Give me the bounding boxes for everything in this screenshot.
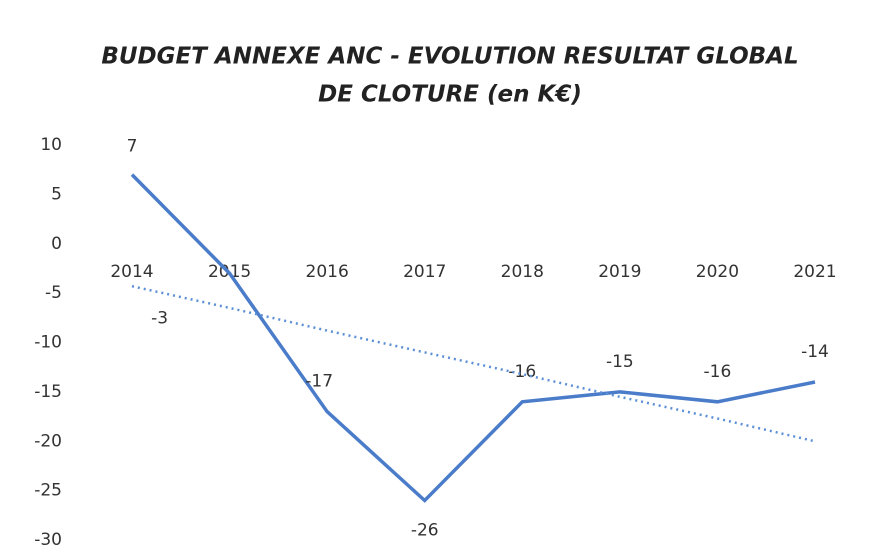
x-tick-label: 2017 <box>403 262 446 282</box>
y-tick-label: 10 <box>40 135 62 155</box>
y-tick-label: 0 <box>51 234 62 254</box>
data-label: -14 <box>801 342 829 362</box>
data-label: -16 <box>508 362 536 382</box>
x-tick-label: 2016 <box>306 262 349 282</box>
data-label: -15 <box>606 352 634 372</box>
y-tick-label: -25 <box>34 481 62 501</box>
y-tick-label: -5 <box>45 283 62 303</box>
data-label: -17 <box>305 372 333 392</box>
chart-title: BUDGET ANNEXE ANC - EVOLUTION RESULTAT G… <box>101 44 798 70</box>
x-tick-label: 2021 <box>793 262 836 282</box>
trend-line <box>131 284 816 443</box>
data-label: -26 <box>411 521 439 541</box>
y-tick-label: -20 <box>34 431 62 451</box>
y-tick-label: 5 <box>51 184 62 204</box>
y-tick-label: -30 <box>34 530 62 550</box>
data-label: -16 <box>704 362 732 382</box>
chart-title: DE CLOTURE (en K€) <box>318 82 582 108</box>
x-tick-label: 2019 <box>598 262 641 282</box>
data-line <box>130 173 816 503</box>
x-tick-label: 2020 <box>696 262 739 282</box>
data-label: 7 <box>127 137 138 157</box>
x-tick-label: 2018 <box>501 262 544 282</box>
data-label: -3 <box>151 308 168 328</box>
y-tick-label: -10 <box>34 333 62 353</box>
x-tick-label: 2014 <box>110 262 153 282</box>
y-tick-label: -15 <box>34 382 62 402</box>
